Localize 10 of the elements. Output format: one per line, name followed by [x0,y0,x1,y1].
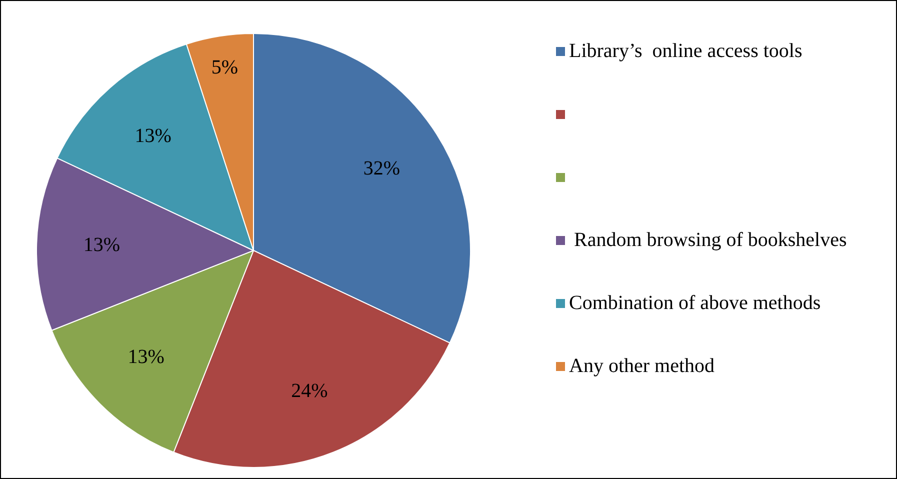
data-label: 13% [128,346,164,368]
legend-label: Any other method [569,354,716,378]
data-label: 24% [291,380,328,402]
data-label: 32% [363,157,400,180]
legend-label: Library’s online access tools [569,39,804,63]
data-label: 13% [134,124,172,147]
data-label: 5% [211,56,238,79]
data-label: 13% [83,234,120,256]
legend-label: Random browsing of bookshelves [573,228,848,252]
legend-label: Combination of above methods [569,291,822,315]
